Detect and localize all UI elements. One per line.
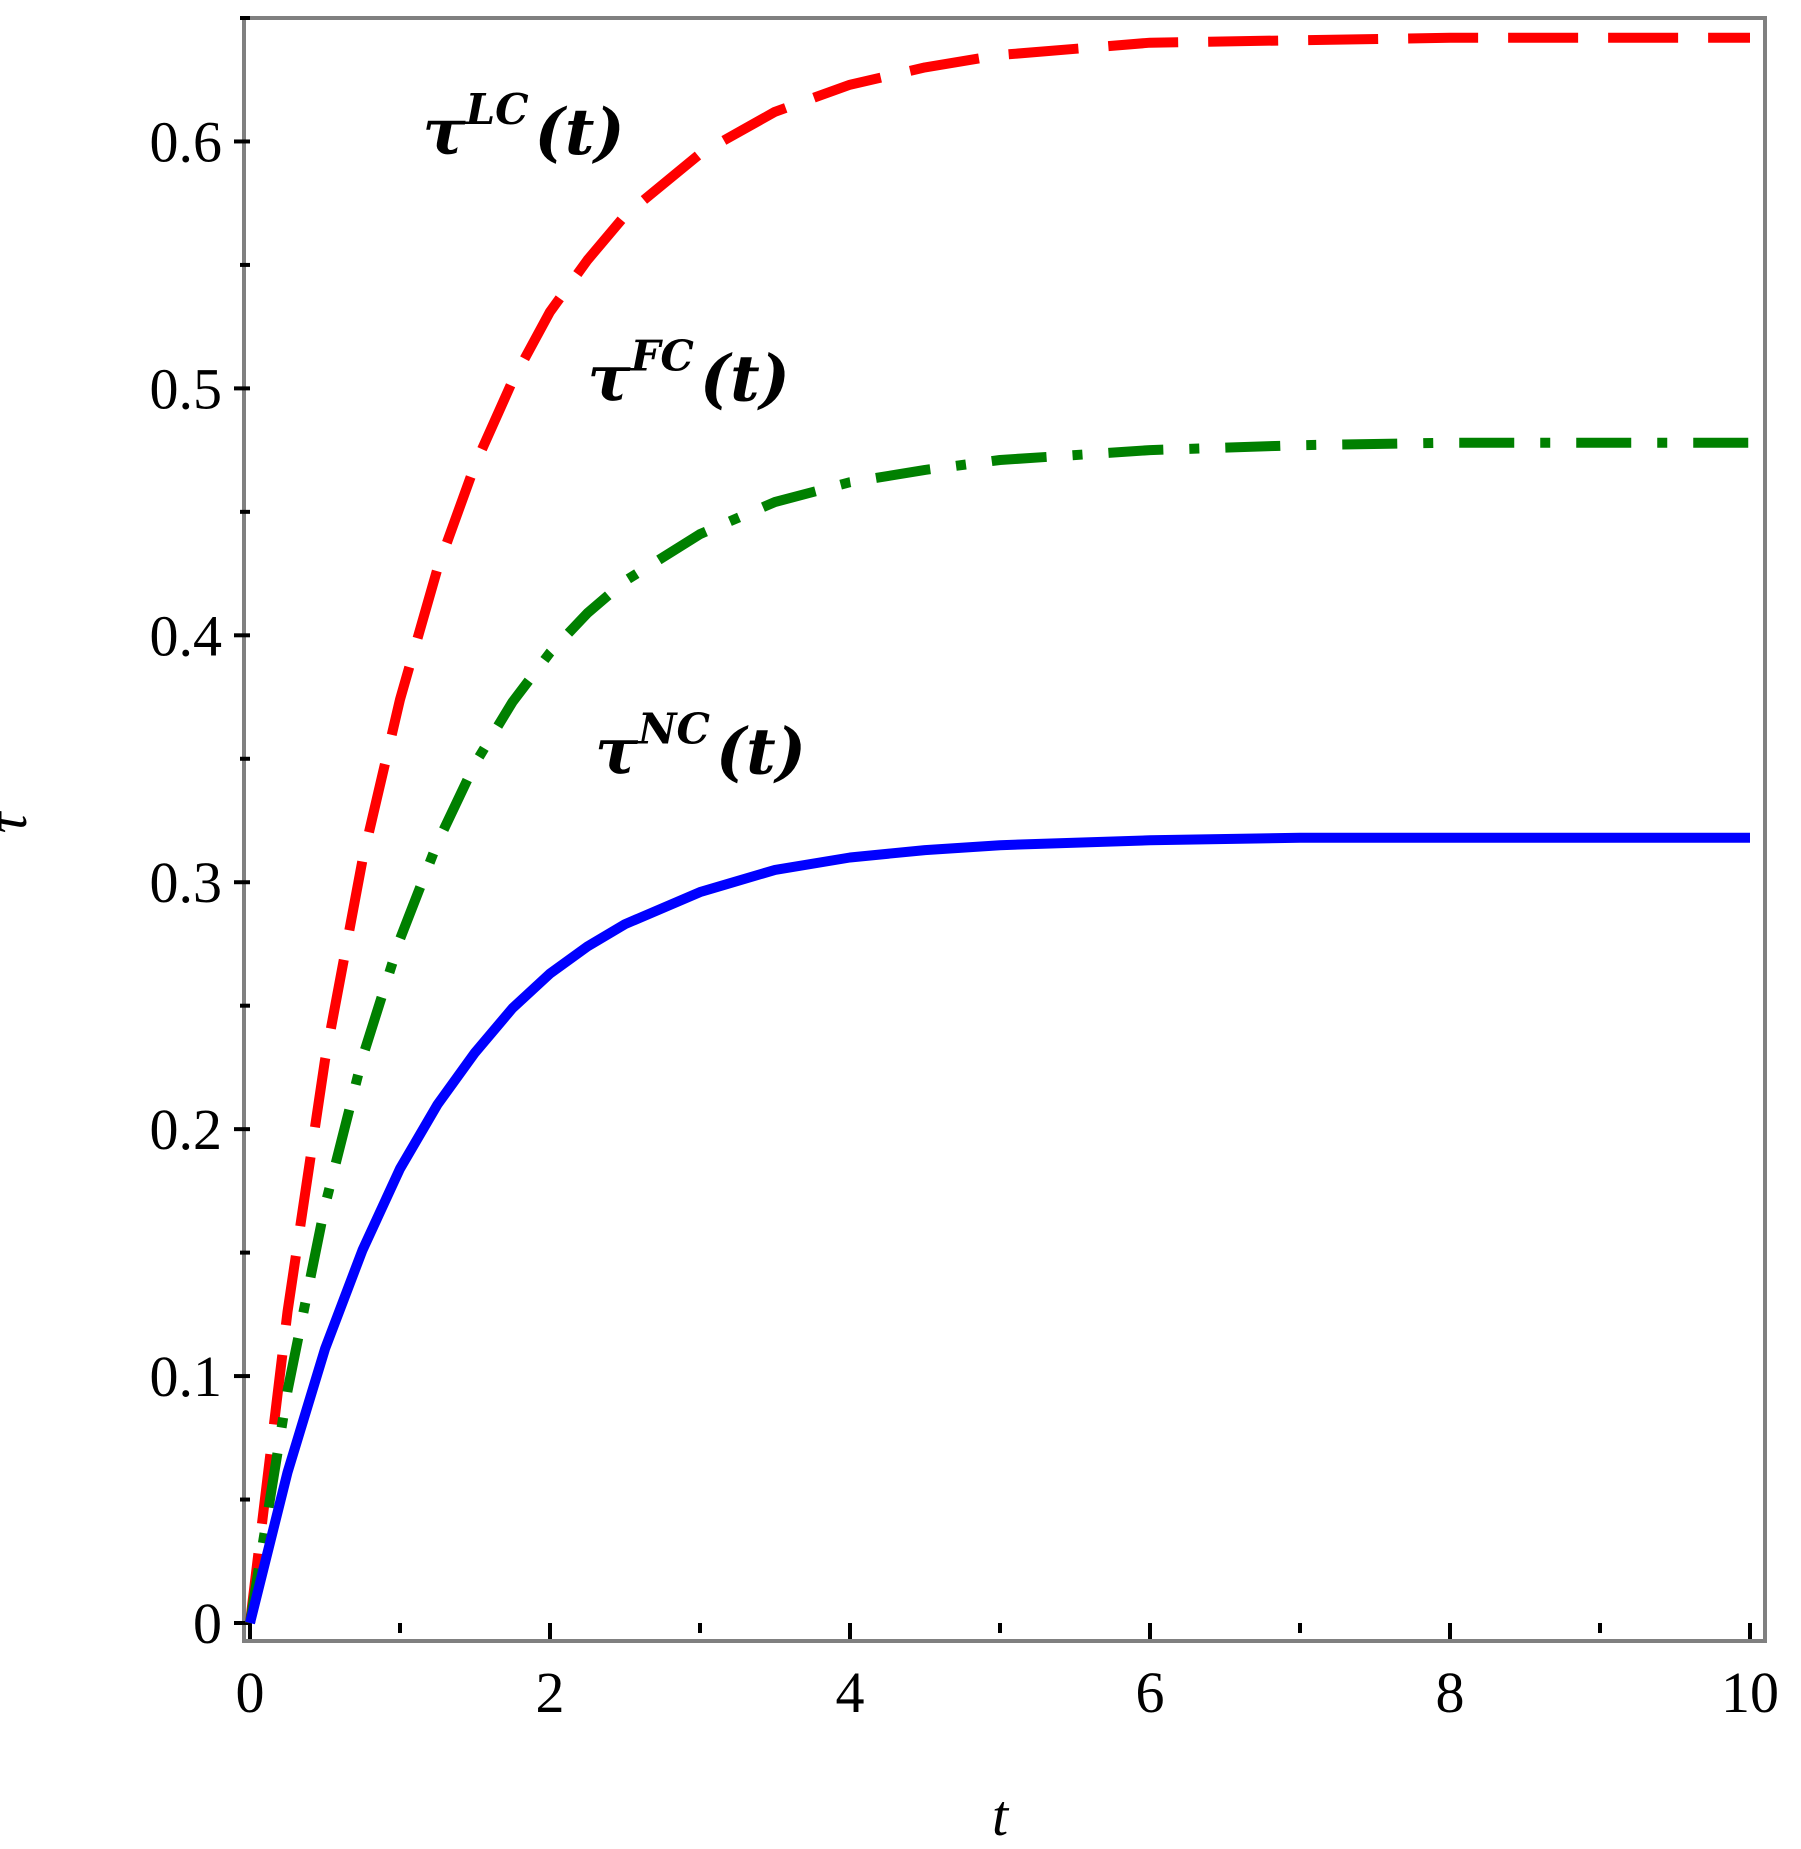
y-tick-label: 0.1 (150, 1344, 223, 1409)
plot-frame (242, 16, 1767, 1643)
curve-labels: τLC(t) τFC(t) τNC(t) (423, 85, 807, 790)
axis-ticks (234, 16, 1752, 1639)
series-line-3 (245, 832, 1750, 1625)
x-tick-label: 8 (1436, 1660, 1465, 1725)
y-tick-label: 0 (193, 1591, 222, 1656)
axis-tick-labels: 0 2 4 6 8 10 0 0.1 0.2 0.3 0.4 0.5 0.6 (150, 109, 1780, 1725)
x-tick-label: 6 (1136, 1660, 1165, 1725)
x-tick-label: 2 (536, 1660, 565, 1725)
x-axis-label: t (992, 1783, 1010, 1848)
x-tick-label: 0 (236, 1660, 265, 1725)
series-line-1 (245, 32, 1750, 1624)
series-line-2 (245, 437, 1750, 1624)
curve-label-3: τNC(t) (595, 705, 806, 790)
curve-label-1: τLC(t) (423, 85, 625, 170)
series-group (245, 32, 1750, 1625)
y-tick-label: 0.2 (150, 1097, 223, 1162)
x-tick-label: 4 (836, 1660, 865, 1725)
curve-label-2: τFC(t) (588, 332, 790, 417)
y-tick-label: 0.3 (150, 850, 223, 915)
x-tick-label: 10 (1721, 1660, 1779, 1725)
y-tick-label: 0.4 (150, 603, 223, 668)
y-axis-label: τ (0, 810, 39, 833)
y-tick-label: 0.5 (150, 356, 223, 421)
y-tick-label: 0.6 (150, 109, 223, 174)
